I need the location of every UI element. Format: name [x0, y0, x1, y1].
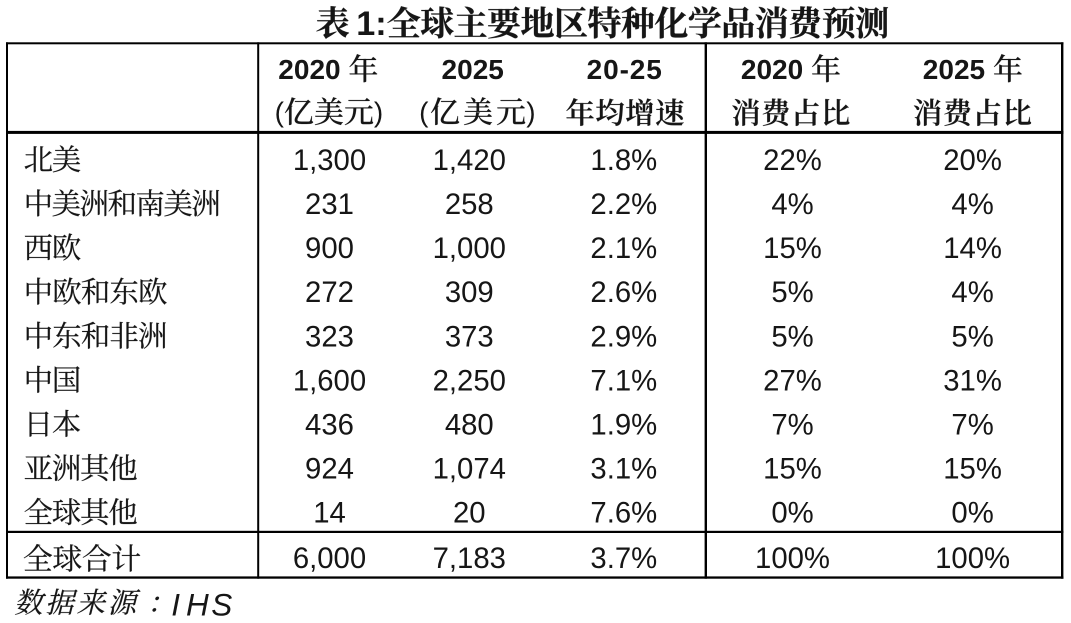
svg-text:323: 323 — [305, 320, 354, 353]
svg-text:1,600: 1,600 — [293, 364, 366, 397]
svg-text:2020: 2020 — [741, 54, 803, 85]
svg-text:S: S — [211, 586, 232, 622]
svg-text:2.6%: 2.6% — [590, 276, 657, 309]
svg-text:1,000: 1,000 — [433, 232, 506, 265]
svg-text:0%: 0% — [771, 497, 813, 530]
svg-text:31%: 31% — [943, 364, 1002, 397]
svg-text:7%: 7% — [951, 409, 993, 442]
svg-text:(: ( — [419, 96, 429, 127]
svg-text:4%: 4% — [951, 188, 993, 221]
svg-text:20: 20 — [453, 497, 486, 530]
svg-text:6,000: 6,000 — [293, 542, 366, 575]
svg-text:5%: 5% — [951, 320, 993, 353]
svg-text:231: 231 — [305, 188, 354, 221]
svg-text:7%: 7% — [771, 409, 813, 442]
svg-text:258: 258 — [445, 188, 494, 221]
svg-text:20-25: 20-25 — [587, 54, 663, 85]
svg-text:0%: 0% — [951, 497, 993, 530]
svg-text:272: 272 — [305, 276, 354, 309]
svg-text:14: 14 — [313, 497, 346, 530]
svg-text:15%: 15% — [943, 453, 1002, 486]
svg-text:900: 900 — [305, 232, 354, 265]
svg-text:I: I — [171, 586, 180, 622]
svg-text:2020: 2020 — [278, 54, 340, 85]
svg-text:20%: 20% — [943, 144, 1002, 177]
svg-text:2,250: 2,250 — [433, 364, 506, 397]
svg-text:4%: 4% — [771, 188, 813, 221]
svg-text:): ) — [374, 96, 383, 127]
svg-text:1.8%: 1.8% — [590, 144, 657, 177]
svg-text:H: H — [186, 586, 209, 622]
svg-text:2025: 2025 — [442, 54, 504, 85]
svg-text:1,074: 1,074 — [433, 453, 506, 486]
svg-text:7.6%: 7.6% — [590, 497, 657, 530]
svg-text:309: 309 — [445, 276, 494, 309]
svg-text:15%: 15% — [763, 232, 822, 265]
svg-text:373: 373 — [445, 320, 494, 353]
svg-text:): ) — [526, 96, 535, 127]
svg-text:22%: 22% — [763, 144, 822, 177]
svg-text:7.1%: 7.1% — [590, 364, 657, 397]
svg-text:2025: 2025 — [923, 54, 985, 85]
svg-text:5%: 5% — [771, 320, 813, 353]
svg-text:1,420: 1,420 — [433, 144, 506, 177]
svg-text:1.9%: 1.9% — [590, 409, 657, 442]
svg-text:3.7%: 3.7% — [590, 542, 657, 575]
svg-text:436: 436 — [305, 409, 354, 442]
svg-text:2.9%: 2.9% — [590, 320, 657, 353]
svg-text:3.1%: 3.1% — [590, 453, 657, 486]
svg-text:27%: 27% — [763, 364, 822, 397]
svg-text:2.2%: 2.2% — [590, 188, 657, 221]
svg-text:(: ( — [275, 96, 285, 127]
svg-text:5%: 5% — [771, 276, 813, 309]
svg-text:4%: 4% — [951, 276, 993, 309]
svg-text:15%: 15% — [763, 453, 822, 486]
svg-text:100%: 100% — [935, 542, 1010, 575]
svg-text:2.1%: 2.1% — [590, 232, 657, 265]
svg-text:924: 924 — [305, 453, 354, 486]
svg-text:7,183: 7,183 — [433, 542, 506, 575]
svg-text:480: 480 — [445, 409, 494, 442]
svg-text:100%: 100% — [755, 542, 830, 575]
svg-text:14%: 14% — [943, 232, 1002, 265]
svg-text:1,300: 1,300 — [293, 144, 366, 177]
svg-text:1:: 1: — [356, 5, 386, 43]
